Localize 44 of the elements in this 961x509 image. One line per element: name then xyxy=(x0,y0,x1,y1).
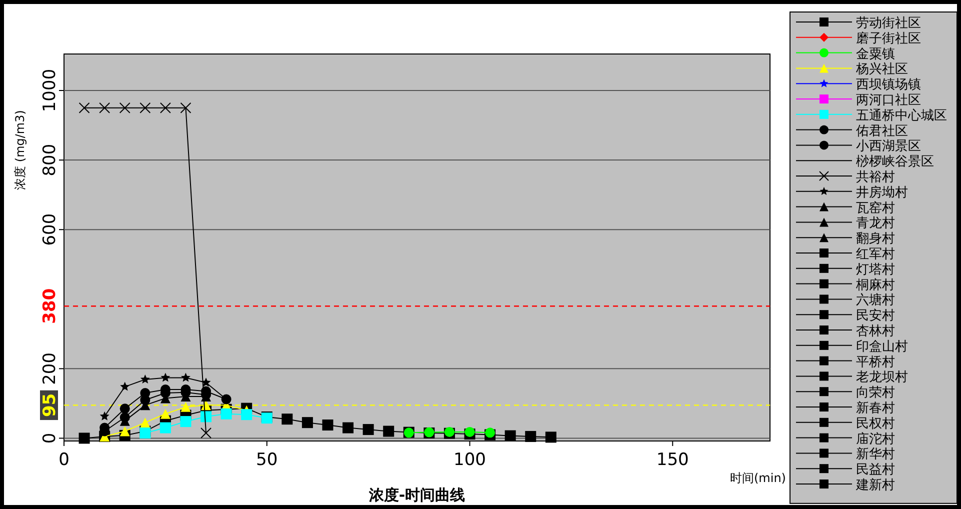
y-tick-label: 0 xyxy=(40,432,60,444)
legend-label: 民权村 xyxy=(856,416,895,432)
x-tick-label: 100 xyxy=(454,450,486,470)
legend-label: 劳动街社区 xyxy=(856,16,921,31)
legend-label: 小西湖景区 xyxy=(856,139,921,154)
y-tick-label: 800 xyxy=(40,144,60,176)
text: 浓度-时间曲线 xyxy=(368,486,466,504)
legend-label: 灯塔村 xyxy=(856,262,895,278)
legend-label: 佑君社区 xyxy=(856,124,908,139)
legend-label: 老龙坝村 xyxy=(856,370,908,386)
legend-label: 磨子街社区 xyxy=(856,31,921,46)
legend-label: 桫椤峡谷景区 xyxy=(856,154,934,170)
legend-label: 印盒山村 xyxy=(856,339,908,354)
ref-line-label: 380 xyxy=(40,288,60,324)
x-tick-label: 50 xyxy=(256,450,278,470)
y-tick-label: 200 xyxy=(40,352,60,385)
legend-label: 瓦窑村 xyxy=(856,200,895,216)
ref-line-label: 95 xyxy=(40,393,60,418)
legend-label: 五通桥中心城区 xyxy=(856,107,947,124)
legend-label: 杏林村 xyxy=(856,324,895,339)
legend-label: 青龙村 xyxy=(856,216,895,232)
x-tick-label: 150 xyxy=(656,450,689,470)
legend-label: 两河口社区 xyxy=(856,93,921,108)
legend-label: 六塘村 xyxy=(856,293,895,308)
legend-label: 翻身村 xyxy=(856,232,895,247)
legend-label: 平桥村 xyxy=(856,354,895,370)
legend-label: 庙沱村 xyxy=(856,432,895,447)
legend-label: 杨兴社区 xyxy=(855,62,908,78)
legend-label: 民益村 xyxy=(856,462,895,478)
legend-label: 新华村 xyxy=(856,447,895,462)
legend-label: 西坝镇场镇 xyxy=(856,78,921,93)
legend-label: 新春村 xyxy=(856,401,895,416)
legend-label: 桐麻村 xyxy=(855,278,895,293)
legend-label: 建新村 xyxy=(855,478,895,493)
legend-label: 红军村 xyxy=(856,247,895,262)
legend-label: 共裕村 xyxy=(856,170,895,185)
y-tick-label: 1000 xyxy=(40,68,60,112)
legend-label: 向荣村 xyxy=(856,386,895,401)
x-axis-title: 时间(min) xyxy=(730,471,786,485)
legend-label: 井房坳村 xyxy=(856,184,908,200)
y-tick-label: 600 xyxy=(40,213,60,246)
y-axis-title: 浓度 (mg/m3) xyxy=(13,110,27,190)
legend-label: 金粟镇 xyxy=(856,46,895,62)
legend-label: 民安村 xyxy=(856,308,895,324)
